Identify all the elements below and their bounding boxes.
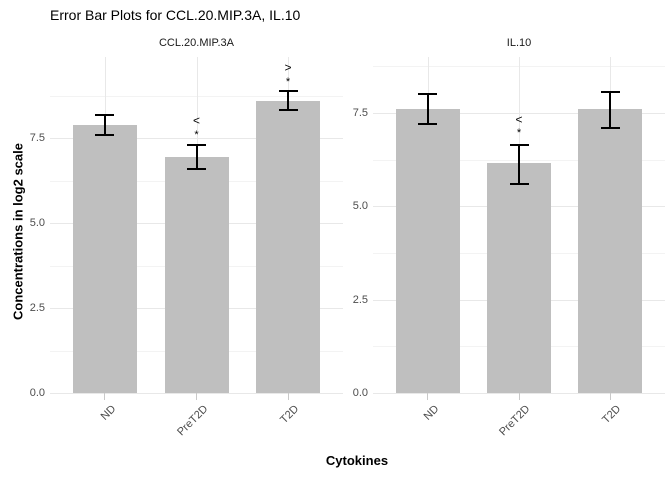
error-bar-cap-bottom [418,123,438,126]
significance-symbol: > [284,60,292,75]
significance-star: * [285,75,291,88]
facet-label: IL.10 [506,37,532,49]
error-bar-line [287,90,290,110]
x-tick-mark [518,393,520,400]
error-bar-cap-top [95,113,115,116]
error-bar-cap-top [600,91,620,94]
error-bar-cap-top [509,143,529,146]
error-bar-line [426,94,429,125]
x-tick-label: ND [421,403,442,423]
error-bar-line [609,92,612,128]
error-bar-line [195,145,198,169]
bar [256,101,321,393]
significance-symbol: < [515,112,523,127]
error-bar-cap-bottom [95,134,115,137]
y-tick-label: 5.0 [29,217,45,230]
bar [72,124,137,393]
bar [487,163,551,393]
y-tick-label: 2.5 [352,293,368,306]
x-axis-title: Cytokines [325,453,389,468]
x-tick-label: T2D [278,403,302,427]
bar [578,109,643,393]
error-bar-cap-bottom [278,108,298,111]
significance-star: * [516,126,522,139]
x-tick-label: T2D [600,403,624,427]
y-tick-label: 2.5 [29,302,45,315]
y-tick-label: 5.0 [352,200,368,213]
chart-title: Error Bar Plots for CCL.20.MIP.3A, IL.10 [50,7,301,23]
x-tick-label: PreT2D [497,403,533,439]
facet-label: CCL.20.MIP.3A [158,37,234,49]
x-tick-label: ND [98,403,119,423]
significance-symbol: < [192,113,201,128]
y-tick-label: 0.0 [29,387,45,399]
x-tick-mark [196,393,197,400]
x-tick-mark [287,393,289,400]
x-tick-mark [427,393,429,400]
error-bar-line [518,144,520,184]
x-tick-mark [104,393,106,400]
significance-star: * [194,129,199,142]
bar [164,157,229,393]
error-bar-line [103,114,106,136]
error-bar-cap-top [187,144,206,147]
y-tick-label: 7.5 [352,107,368,119]
x-tick-mark [609,393,611,400]
error-bar-cap-bottom [600,126,620,129]
error-bar-cap-top [418,93,438,96]
y-tick-label: 0.0 [352,387,368,399]
error-bar-cap-bottom [509,182,529,185]
y-tick-label: 7.5 [29,132,45,145]
bar [395,109,460,393]
error-bar-cap-top [278,89,298,92]
x-tick-label: PreT2D [174,403,210,439]
error-bar-cap-bottom [187,168,206,170]
